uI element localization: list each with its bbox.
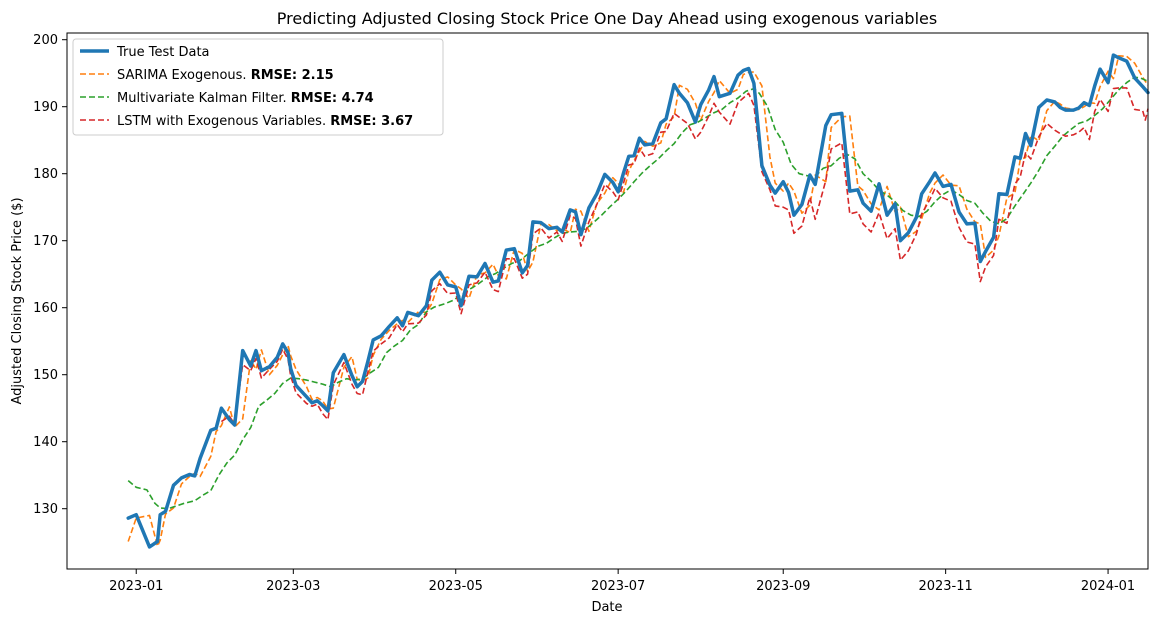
x-axis-title: Date — [591, 600, 622, 615]
x-tick-label: 2024-01 — [1081, 579, 1135, 594]
y-axis: 130 140 150 160 170 180 190 200 — [33, 33, 67, 517]
y-tick-label: 190 — [33, 100, 58, 115]
series-line-lstm-with-exogenous-variables — [220, 87, 1149, 426]
y-tick-label: 170 — [33, 234, 58, 249]
chart-title: Predicting Adjusted Closing Stock Price … — [277, 9, 937, 28]
y-tick-label: 180 — [33, 167, 58, 182]
series-line-multivariate-kalman-filter — [127, 76, 1149, 510]
legend-label-true-test-data: True Test Data — [116, 45, 210, 60]
plot-area-frame — [66, 32, 1149, 570]
y-tick-label: 130 — [33, 502, 58, 517]
x-tick-label: 2023-09 — [756, 579, 810, 594]
x-tick-label: 2023-01 — [109, 579, 163, 594]
legend: True Test Data SARIMA Exogenous. RMSE: 2.… — [72, 38, 444, 136]
y-tick-label: 200 — [33, 33, 58, 48]
y-tick-label: 140 — [33, 435, 58, 450]
y-tick-label: 150 — [33, 368, 58, 383]
series-line-true-test-data — [126, 53, 1150, 549]
legend-label-multivariate-kalman-filter: Multivariate Kalman Filter. RMSE: 4.74 — [117, 91, 374, 106]
x-tick-label: 2023-07 — [591, 579, 645, 594]
x-tick-label: 2023-03 — [266, 579, 320, 594]
x-axis: 2023-01 2023-03 2023-05 2023-07 2023-09 2023-… — [109, 569, 1135, 594]
legend-label-sarima-exogenous: SARIMA Exogenous. RMSE: 2.15 — [117, 68, 334, 83]
x-tick-label: 2023-11 — [918, 579, 972, 594]
x-tick-label: 2023-05 — [429, 579, 483, 594]
legend-items: True Test Data SARIMA Exogenous. RMSE: 2.… — [80, 45, 413, 129]
legend-box — [72, 38, 444, 136]
legend-label-lstm-with-exogenous-variables: LSTM with Exogenous Variables. RMSE: 3.6… — [117, 114, 413, 129]
y-tick-label: 160 — [33, 301, 58, 316]
y-axis-title: Adjusted Closing Stock Price ($) — [10, 197, 25, 404]
series-layer — [126, 53, 1150, 549]
